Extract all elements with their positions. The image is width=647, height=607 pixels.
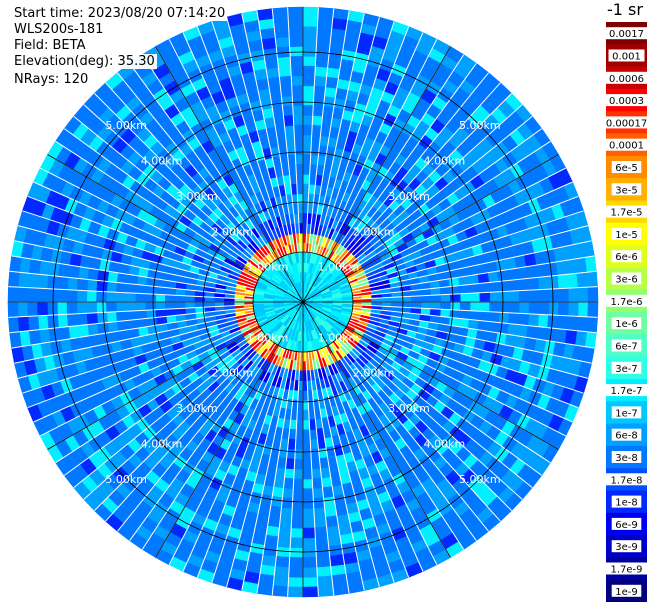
nrays-label: NRays: 120: [12, 72, 91, 87]
colorbar-label: 1e-5: [615, 230, 638, 241]
colorbar-unit: -1 sr: [607, 0, 643, 19]
range-label: 5.00km: [459, 119, 501, 132]
colorbar-label-bg: [606, 71, 647, 84]
colorbar-label-bg: [606, 205, 647, 218]
colorbar-label-bg: [611, 272, 642, 285]
colorbar-label: 0.001: [612, 52, 641, 63]
colorbar-label-bg: [606, 138, 647, 151]
radial-spoke: [302, 46, 451, 303]
range-label: 2.00km: [353, 225, 395, 238]
colorbar-label-bg: [611, 540, 642, 553]
colorbar-label-bg: [611, 517, 642, 530]
colorbar-label: 6e-8: [615, 431, 638, 442]
radial-spoke: [302, 301, 559, 450]
colorbar-label-bg: [611, 451, 642, 463]
colorbar: 0.0017 0.001 0.0006 0.0003 0.00017 0.0001 6e-5…: [606, 22, 647, 602]
colorbar-label: 0.00017: [606, 118, 647, 129]
instrument-label: WLS200s-181: [12, 22, 106, 37]
colorbar-label: 1e-7: [615, 408, 638, 419]
elevation-label: Elevation(deg): 35.30: [12, 54, 157, 69]
colorbar-label-bg: [608, 49, 645, 62]
colorbar-label: 6e-5: [615, 163, 638, 174]
colorbar-label: 1.7e-8: [610, 475, 642, 486]
range-label: 4.00km: [141, 155, 183, 168]
range-label: 5.00km: [105, 473, 147, 486]
range-labels: 1.00km 2.00km 3.00km 4.00km 5.00km 1.00km 2.00…: [105, 119, 500, 486]
colorbar-label: 3e-9: [615, 542, 638, 553]
colorbar-label-bg: [611, 227, 642, 240]
colorbar-label-bg: [611, 406, 642, 419]
colorbar-label-bg: [611, 317, 642, 330]
colorbar-label-bg: [606, 27, 647, 40]
radial-spoke: [47, 154, 304, 303]
colorbar-label: 3e-8: [615, 453, 638, 464]
range-label: 4.00km: [141, 437, 183, 450]
colorbar-label: 1.7e-9: [610, 565, 642, 576]
colorbar-label: 0.0017: [609, 29, 644, 40]
range-label: 2.00km: [212, 367, 254, 380]
range-label: 2.00km: [353, 367, 395, 380]
range-label: 1.00km: [247, 261, 289, 274]
range-label: 1.00km: [318, 331, 360, 344]
colorbar-label-bg: [606, 94, 647, 107]
range-label: 3.00km: [388, 190, 430, 203]
colorbar-label-bg: [611, 250, 642, 263]
colorbar-label: 3e-5: [615, 185, 638, 196]
colorbar-label-bg: [606, 473, 647, 486]
radial-spoke: [155, 301, 304, 558]
colorbar-label: 1e-9: [615, 587, 638, 598]
colorbar-label-bg: [606, 384, 647, 397]
colorbar-label-bg: [611, 361, 642, 374]
radial-spoke: [47, 301, 304, 450]
radial-spoke: [155, 46, 304, 303]
colorbar-label: 1.7e-5: [610, 208, 642, 219]
colorbar-label: 0.0006: [609, 74, 644, 85]
range-label: 1.00km: [318, 261, 360, 274]
colorbar-label: 6e-6: [615, 252, 638, 263]
colorbar-label: 6e-7: [615, 342, 638, 353]
colorbar-label: 0.0001: [609, 141, 644, 152]
range-label: 5.00km: [459, 473, 501, 486]
colorbar-label-bg: [611, 495, 642, 508]
range-label: 1.00km: [247, 331, 289, 344]
colorbar-label-bg: [606, 294, 647, 307]
ppi-plot: 1.00km 2.00km 3.00km 4.00km 5.00km 1.00km 2.00…: [7, 6, 599, 598]
range-label: 3.00km: [388, 402, 430, 415]
colorbar-label-bg: [611, 428, 642, 441]
colorbar-label: 1.7e-6: [610, 297, 642, 308]
start-time-label: Start time: 2023/08/20 07:14:20: [12, 6, 228, 21]
colorbar-label-bg: [611, 183, 642, 196]
colorbar-label-bg: [606, 116, 647, 129]
colorbar-label: 3e-6: [615, 275, 638, 286]
colorbar-label: 3e-7: [615, 364, 638, 375]
field-label: Field: BETA: [12, 38, 88, 53]
colorbar-label: 6e-9: [615, 520, 638, 531]
colorbar-label-bg: [611, 584, 642, 597]
range-label: 3.00km: [176, 190, 218, 203]
range-label: 3.00km: [176, 402, 218, 415]
range-label: 4.00km: [424, 155, 466, 168]
radial-spoke: [302, 154, 559, 303]
radial-spoke: [302, 301, 451, 558]
range-label: 2.00km: [212, 225, 254, 238]
range-label: 4.00km: [424, 437, 466, 450]
colorbar-label: 1.7e-7: [610, 386, 642, 397]
colorbar-label-bg: [611, 161, 642, 173]
colorbar-label: 1e-6: [615, 319, 638, 330]
colorbar-label-bg: [611, 339, 642, 352]
colorbar-label: 0.0003: [609, 96, 644, 107]
radial-spokes: [8, 7, 598, 597]
range-label: 5.00km: [105, 119, 147, 132]
colorbar-label-bg: [606, 562, 647, 575]
colorbar-label: 1e-8: [615, 498, 638, 509]
